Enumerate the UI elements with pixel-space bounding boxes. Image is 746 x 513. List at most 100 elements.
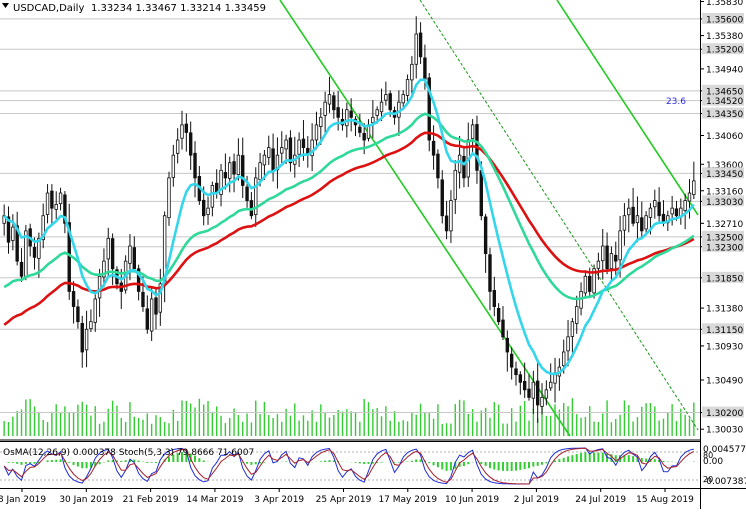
price-tick-label: 1.33450 <box>706 170 743 180</box>
time-tick-label: 2 Jul 2019 <box>514 495 559 505</box>
candle-body <box>622 215 627 231</box>
price-tick-label: 1.31150 <box>706 326 743 336</box>
candle-body <box>431 140 436 156</box>
time-tick-label: 14 Mar 2019 <box>186 495 243 505</box>
price-tick-label: 1.31380 <box>706 305 743 315</box>
candle-body <box>605 245 609 270</box>
candle-body <box>136 268 141 292</box>
collapse-triangle-icon[interactable] <box>2 3 9 8</box>
candle-body <box>171 154 176 178</box>
price-tick-label: 1.35600 <box>706 15 743 25</box>
candle-body <box>453 169 457 200</box>
candle-body <box>110 238 115 270</box>
candle-body <box>241 155 245 186</box>
candle-body <box>19 261 24 277</box>
candle-body <box>518 374 523 383</box>
price-label-box <box>702 84 744 96</box>
candle-body <box>345 109 349 127</box>
osc-axis-zero: 0.00 <box>703 457 723 467</box>
candle-body <box>440 179 444 217</box>
candle-body <box>570 321 575 337</box>
time-tick-label: 8 Jan 2019 <box>0 495 46 505</box>
horizontal-levels <box>0 18 700 414</box>
moving-averages <box>3 78 695 376</box>
time-tick-label: 21 Feb 2019 <box>123 495 179 505</box>
candle-body <box>58 192 63 205</box>
candle-body <box>362 132 366 141</box>
candle-body <box>457 154 462 173</box>
trendline-channel <box>556 0 699 216</box>
price-tick-label: 1.31850 <box>706 274 743 284</box>
time-tick-label: 17 May 2019 <box>378 495 437 505</box>
candle-body <box>522 380 527 391</box>
candle-body <box>232 161 236 175</box>
candle-body <box>544 389 549 399</box>
candle-body <box>653 200 657 208</box>
candle-body <box>553 374 557 384</box>
candle-body <box>371 116 375 124</box>
candle-body <box>210 185 215 208</box>
candle-body <box>63 194 67 224</box>
candle-body <box>540 396 544 407</box>
price-label-box <box>702 240 744 252</box>
candle-body <box>71 291 76 307</box>
fib-level-label: 23.6 <box>666 97 686 107</box>
candle-body <box>76 306 80 323</box>
candle-body <box>158 283 163 313</box>
candle-body <box>683 200 687 211</box>
candle-body <box>423 57 427 80</box>
candle-body <box>314 124 319 141</box>
candle-body <box>223 172 228 179</box>
candle-body <box>80 322 84 353</box>
candle-body <box>492 290 497 307</box>
candle-body <box>509 353 514 368</box>
candle-body <box>592 268 596 294</box>
trendline-upper <box>279 0 571 437</box>
candle-body <box>6 216 11 243</box>
oscillator-layer <box>0 447 700 485</box>
candle-body <box>228 162 232 179</box>
candle-body <box>45 192 50 215</box>
candle-body <box>614 254 618 262</box>
candle-body <box>149 298 154 332</box>
price-tick-label: 1.35200 <box>706 46 743 56</box>
candle-body <box>418 32 423 58</box>
price-tick-label: 1.30200 <box>706 409 743 419</box>
candle-body <box>50 190 54 209</box>
time-tick-label: 3 Apr 2019 <box>254 495 304 505</box>
stoch-level-80: 80 <box>703 451 713 460</box>
candle-body <box>41 215 45 241</box>
candle-body <box>635 215 640 224</box>
candle-body <box>583 275 588 294</box>
candle-body <box>692 180 696 196</box>
candle-body <box>145 308 150 330</box>
price-tick-label: 1.34940 <box>706 65 743 75</box>
price-label-box <box>702 195 744 207</box>
candle-body <box>674 208 679 217</box>
candle-body <box>410 63 414 81</box>
price-tick-label: 1.30930 <box>706 342 743 352</box>
price-label-box <box>702 323 744 335</box>
time-tick-label: 24 Jul 2019 <box>575 495 626 505</box>
price-tick-label: 1.33600 <box>706 161 743 171</box>
price-label-box <box>702 94 744 106</box>
ohlc-label: 1.33234 1.33467 1.33214 1.33459 <box>91 3 266 14</box>
candle-body <box>488 254 492 292</box>
price-tick-label: 1.34060 <box>706 132 743 142</box>
candle-body <box>575 306 579 324</box>
candle-body <box>167 177 171 219</box>
candle-body <box>648 207 653 218</box>
volume-layer <box>3 398 695 436</box>
candle-body <box>449 200 453 232</box>
candle-body <box>102 260 106 278</box>
osc-axis-top: 0.0045775 <box>703 445 746 455</box>
price-tick-label: 1.30490 <box>706 376 743 386</box>
candle-body <box>414 33 418 65</box>
candle-body <box>401 94 405 104</box>
stoch-level-20: 20 <box>703 475 713 484</box>
candle-body <box>188 132 193 156</box>
candle-body <box>154 297 158 315</box>
candle-body <box>670 207 674 215</box>
